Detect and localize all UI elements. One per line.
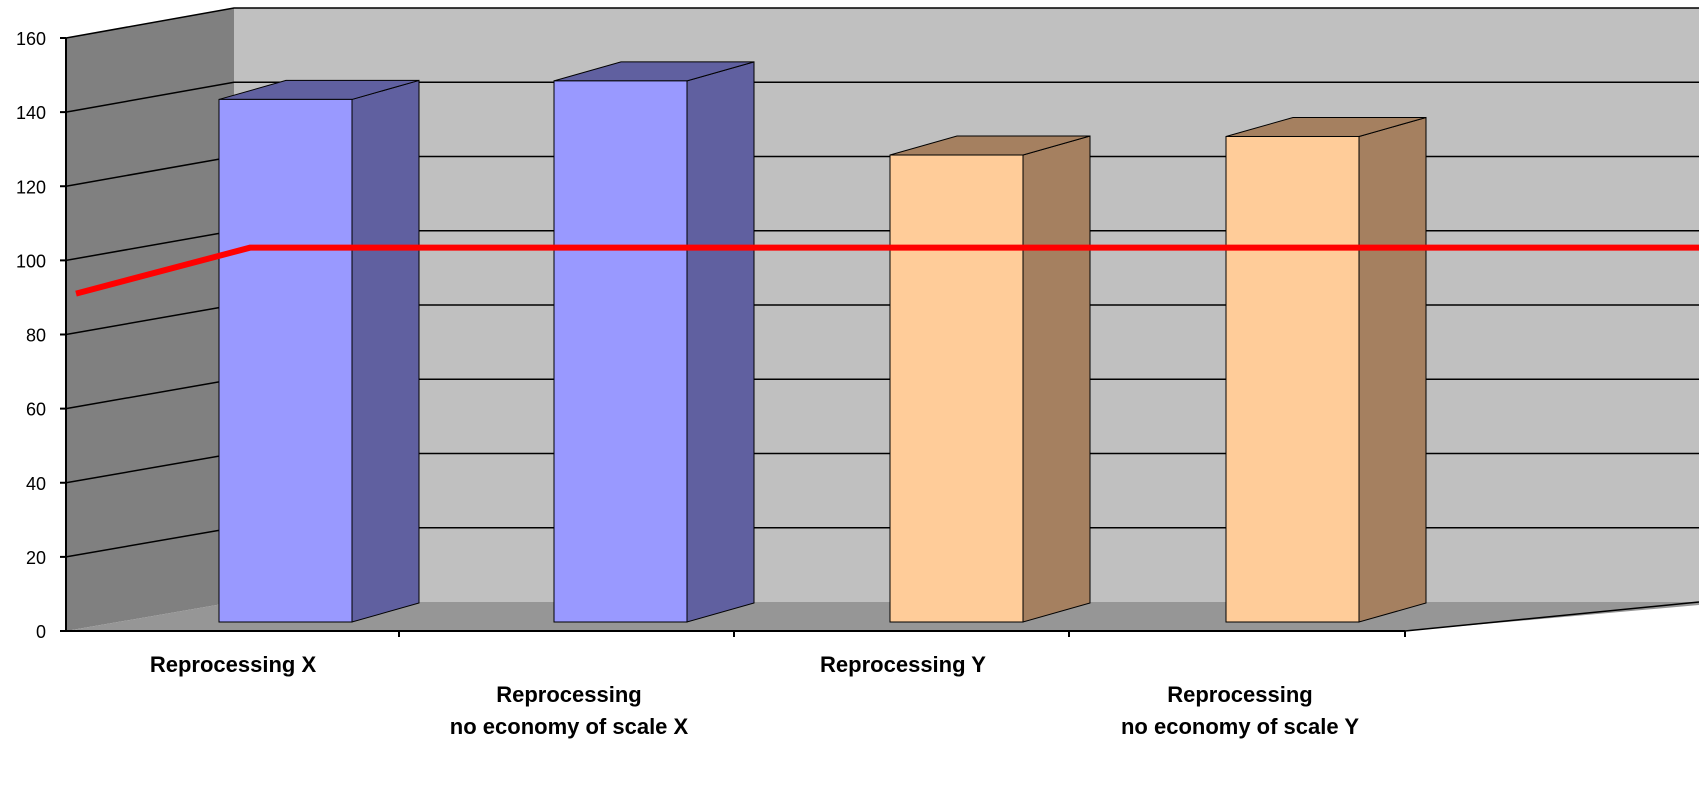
floor-edge-line — [1404, 601, 1699, 632]
bar-front — [1225, 135, 1360, 623]
y-tick-label: 80 — [26, 326, 46, 346]
y-tick-label: 0 — [36, 622, 46, 642]
bars — [218, 61, 1427, 623]
reference-line — [75, 244, 1699, 297]
y-tick-label: 140 — [16, 103, 46, 123]
category-label-line: Reprocessing — [1167, 682, 1313, 707]
category-label-line: Reprocessing — [496, 682, 642, 707]
bar-3 — [889, 135, 1091, 623]
gridline — [65, 7, 1699, 39]
bar-front — [218, 98, 353, 623]
x-axis-category-labels: Reprocessing X Reprocessing no economy of … — [150, 652, 1359, 739]
category-label: Reprocessing X — [150, 652, 317, 677]
y-tick-label: 40 — [26, 474, 46, 494]
bar-side — [686, 61, 755, 623]
bar-front — [889, 154, 1024, 623]
reference-line-path — [75, 244, 1699, 297]
bar-side — [1358, 116, 1427, 623]
y-axis-tick-labels: 0 20 40 60 80 100 120 140 160 — [16, 29, 66, 642]
bar-front — [553, 80, 688, 623]
gridline — [65, 81, 1699, 113]
category-label: Reprocessing Y — [820, 652, 986, 677]
y-tick-label: 100 — [16, 251, 46, 271]
category-label-line: Reprocessing X — [150, 652, 317, 677]
bar-4 — [1225, 116, 1427, 623]
category-label-line: no economy of scale X — [450, 714, 689, 739]
y-tick-label: 60 — [26, 400, 46, 420]
category-label-line: no economy of scale Y — [1121, 714, 1359, 739]
category-label-line: Reprocessing Y — [820, 652, 986, 677]
bar-1 — [218, 79, 420, 623]
category-label: Reprocessing no economy of scale Y — [1121, 682, 1359, 739]
bar-side — [1022, 135, 1091, 623]
y-tick-label: 120 — [16, 177, 46, 197]
bar-side — [351, 79, 420, 623]
y-tick-label: 20 — [26, 548, 46, 568]
bar-2 — [553, 61, 755, 623]
category-label: Reprocessing no economy of scale X — [450, 682, 689, 739]
y-tick-label: 160 — [16, 29, 46, 49]
